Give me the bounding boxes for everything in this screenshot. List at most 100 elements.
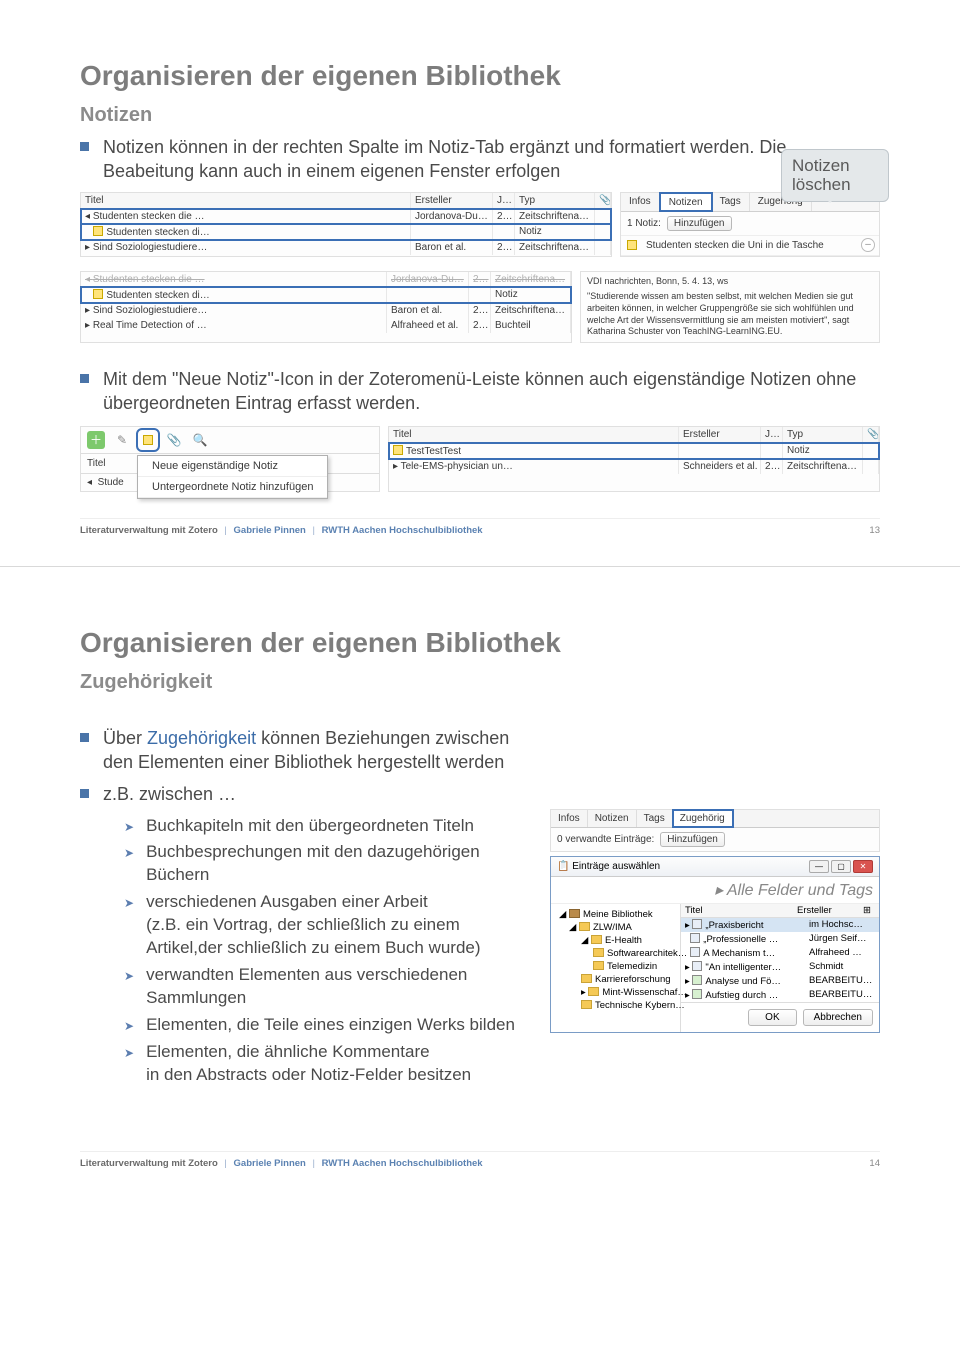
sub-item: ➤verwandten Elementen aus verschiedenen …	[124, 964, 540, 1010]
notes-tab-panel: Notizen löschen Infos Notizen Tags Zugeh…	[620, 192, 880, 257]
sub-item: ➤Elementen, die ähnliche Kommentare in d…	[124, 1041, 540, 1087]
folder-icon	[593, 961, 604, 970]
add-related-button[interactable]: Hinzufügen	[660, 832, 725, 847]
col-title[interactable]: Titel	[81, 193, 411, 208]
tree-node[interactable]: Technische Kybern…	[555, 999, 676, 1012]
sub-item: ➤verschiedenen Ausgaben einer Arbeit (z.…	[124, 891, 540, 960]
delete-note-button[interactable]: –	[861, 238, 875, 252]
dialog-body: ◢ Meine Bibliothek ◢ ZLW/IMA ◢ E-Health …	[551, 904, 879, 1032]
slide-title: Organisieren der eigenen Bibliothek	[80, 60, 880, 92]
notes-count-row: 1 Notiz: Hinzufügen	[621, 212, 879, 236]
sub-item: ➤Elementen, die Teile eines einzigen Wer…	[124, 1014, 540, 1037]
tab-notizen[interactable]: Notizen	[588, 810, 637, 827]
window-buttons: — ▢ ✕	[809, 860, 873, 873]
table-row[interactable]: Studenten stecken di… Notiz	[81, 287, 571, 303]
toolbar-panel: ＋ ✎ 📎 🔍 Titel ◂ Stude Neue eigenständige…	[80, 426, 380, 492]
col-creator[interactable]: Ersteller	[411, 193, 493, 208]
tree-node[interactable]: ▸ Mint-Wissenschaf…	[555, 986, 676, 999]
tree-node[interactable]: ◢ E-Health	[555, 934, 676, 947]
tree-node[interactable]: ◢ Meine Bibliothek	[555, 908, 676, 921]
col-type[interactable]: Typ	[783, 427, 863, 442]
col-title[interactable]: Titel	[685, 905, 797, 916]
maximize-button[interactable]: ▢	[831, 860, 851, 873]
list-item[interactable]: ▸ Aufstieg durch …BEARBEITU…	[681, 988, 879, 1002]
bullet-item: Über Zugehörigkeit können Beziehungen zw…	[80, 726, 540, 775]
chevron-icon: ➤	[124, 1019, 134, 1033]
tab-infos[interactable]: Infos	[551, 810, 588, 827]
table-row[interactable]: ◂ Studenten stecken die … Jordanova-Du… …	[81, 272, 571, 287]
cell-year: 2…	[493, 209, 515, 224]
footer-author: Gabriele Pinnen	[234, 1158, 306, 1169]
tab-tags[interactable]: Tags	[712, 193, 750, 211]
add-note-button[interactable]: Hinzufügen	[667, 216, 732, 231]
note-editor-content[interactable]: VDI nachrichten, Bonn, 5. 4. 13, ws "Stu…	[580, 271, 880, 343]
item-list: Titel Ersteller J… Typ 📎 TestTestTest No…	[388, 426, 880, 492]
menu-standalone-note[interactable]: Neue eigenständige Notiz	[138, 456, 327, 477]
bullet-item: z.B. zwischen …	[80, 782, 540, 806]
cell-year: 2…	[469, 318, 491, 333]
screenshot-new-note-menu: ＋ ✎ 📎 🔍 Titel ◂ Stude Neue eigenständige…	[80, 426, 880, 492]
menu-child-note[interactable]: Untergeordnete Notiz hinzufügen	[138, 477, 327, 498]
table-row[interactable]: TestTestTest Notiz	[389, 443, 879, 459]
table-row[interactable]: ▸ Real Time Detection of … Alfraheed et …	[81, 318, 571, 333]
col-creator[interactable]: Ersteller	[797, 905, 863, 916]
related-count: 0 verwandte Einträge:	[557, 834, 654, 845]
table-row[interactable]: ▸ Sind Soziologiestudiere… Baron et al. …	[81, 240, 611, 255]
table-row[interactable]: ▸ Tele-EMS-physician un… Schneiders et a…	[389, 459, 879, 474]
bullet-icon	[80, 374, 89, 383]
list-item[interactable]: ▸ "An intelligenter…Schmidt	[681, 960, 879, 974]
page-number: 13	[869, 525, 880, 536]
tree-node[interactable]: Karriereforschung	[555, 973, 676, 986]
slide-13: Organisieren der eigenen Bibliothek Noti…	[0, 0, 960, 566]
cell-year: 2…	[469, 272, 491, 287]
tab-zugehoerig[interactable]: Zugehörig	[673, 810, 733, 827]
note-entry[interactable]: Studenten stecken die Uni in die Tasche	[621, 236, 879, 256]
cell-year: 2…	[761, 459, 783, 474]
cell-title: Sind Soziologiestudiere…	[93, 242, 208, 253]
close-button[interactable]: ✕	[853, 860, 873, 873]
col-year[interactable]: J…	[761, 427, 783, 442]
tab-infos[interactable]: Infos	[621, 193, 660, 211]
cell-creator: Jordanova-Du…	[411, 209, 493, 224]
list-header: Titel Ersteller ⊞	[681, 904, 879, 918]
table-row[interactable]: ◂ Studenten stecken die … Jordanova-Du… …	[81, 209, 611, 224]
tree-node[interactable]: ◢ ZLW/IMA	[555, 921, 676, 934]
toolbar: ＋ ✎ 📎 🔍	[81, 427, 379, 454]
list-item[interactable]: A Mechanism t…Alfraheed …	[681, 946, 879, 960]
attachment-icon[interactable]: 📎	[165, 431, 183, 449]
cell-type: Zeitschriftena…	[491, 272, 571, 287]
list-item[interactable]: ▸ Analyse und Fö…BEARBEITU…	[681, 974, 879, 988]
wand-icon[interactable]: ✎	[113, 431, 131, 449]
page-icon	[690, 933, 700, 943]
cell-type: Notiz	[783, 443, 863, 459]
list-item[interactable]: „Professionelle …Jürgen Seif…	[681, 932, 879, 946]
tree-node[interactable]: Softwarearchitek…	[555, 947, 676, 960]
sub-text: Buchbesprechungen mit den dazugehörigen …	[146, 841, 540, 887]
col-type[interactable]: Typ	[515, 193, 595, 208]
page-icon	[690, 947, 700, 957]
bullet-text: Über Zugehörigkeit können Beziehungen zw…	[103, 726, 540, 775]
new-note-icon[interactable]	[139, 431, 157, 449]
note-entry-title: Studenten stecken die Uni in die Tasche	[646, 240, 824, 251]
col-year[interactable]: J…	[493, 193, 515, 208]
tab-tags[interactable]: Tags	[637, 810, 673, 827]
table-row[interactable]: ▸ Sind Soziologiestudiere… Baron et al. …	[81, 303, 571, 318]
col-extra-icon: ⊞	[863, 905, 875, 916]
list-item[interactable]: ▸ „Praxisberichtim Hochsc…	[681, 918, 879, 932]
bullet-icon	[80, 733, 89, 742]
arrow-icon	[692, 989, 702, 999]
search-icon[interactable]: 🔍	[191, 431, 209, 449]
table-row[interactable]: Studenten stecken di… Notiz	[81, 224, 611, 240]
col-creator[interactable]: Ersteller	[679, 427, 761, 442]
tab-notizen[interactable]: Notizen	[660, 193, 712, 211]
add-item-icon[interactable]: ＋	[87, 431, 105, 449]
sub-list: ➤Buchkapiteln mit den übergeordneten Tit…	[124, 815, 540, 1087]
cancel-button[interactable]: Abbrechen	[803, 1009, 873, 1026]
dialog-search[interactable]: ▸ Alle Felder und Tags	[551, 877, 879, 904]
ok-button[interactable]: OK	[748, 1009, 796, 1026]
screenshot-notes-panel: Titel Ersteller J… Typ 📎 ◂ Studenten ste…	[80, 192, 880, 257]
col-title[interactable]: Titel	[389, 427, 679, 442]
tree-node[interactable]: Telemedizin	[555, 960, 676, 973]
slide-footer: Literaturverwaltung mit Zotero | Gabriel…	[80, 518, 880, 536]
minimize-button[interactable]: —	[809, 860, 829, 873]
